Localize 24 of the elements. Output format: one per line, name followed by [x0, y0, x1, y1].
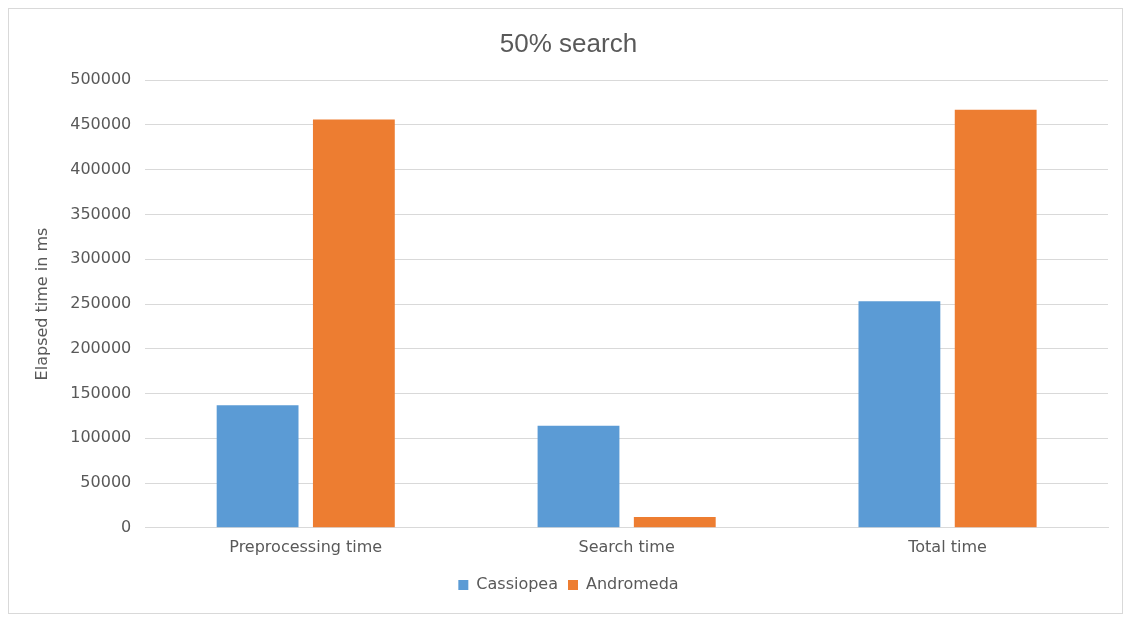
x-tick-label: Search time: [578, 536, 675, 556]
bar: [216, 405, 299, 528]
y-tick-label: 150000: [70, 382, 132, 402]
chart-title: 50% search: [499, 27, 638, 58]
bar: [633, 517, 716, 528]
y-tick-label: 300000: [70, 248, 132, 268]
bar: [312, 119, 395, 528]
y-tick-label: 450000: [70, 114, 132, 134]
y-tick-label: 200000: [70, 337, 132, 357]
bar: [537, 425, 620, 528]
y-axis-title: Elapsed time in ms: [31, 227, 51, 381]
y-tick-label: 250000: [70, 293, 132, 313]
y-tick-label: 350000: [70, 203, 132, 223]
x-tick-label: Total time: [907, 536, 987, 556]
y-tick-label: 0: [121, 516, 132, 536]
legend-label: Andromeda: [586, 574, 679, 594]
y-tick-label: 50000: [80, 472, 132, 492]
y-tick-label: 100000: [70, 427, 132, 447]
bar: [954, 109, 1037, 528]
y-tick-label: 400000: [70, 158, 132, 178]
x-tick-label: Preprocessing time: [229, 536, 383, 556]
bar: [858, 301, 941, 528]
y-tick-label: 500000: [70, 69, 132, 89]
legend-label: Cassiopea: [476, 574, 559, 594]
